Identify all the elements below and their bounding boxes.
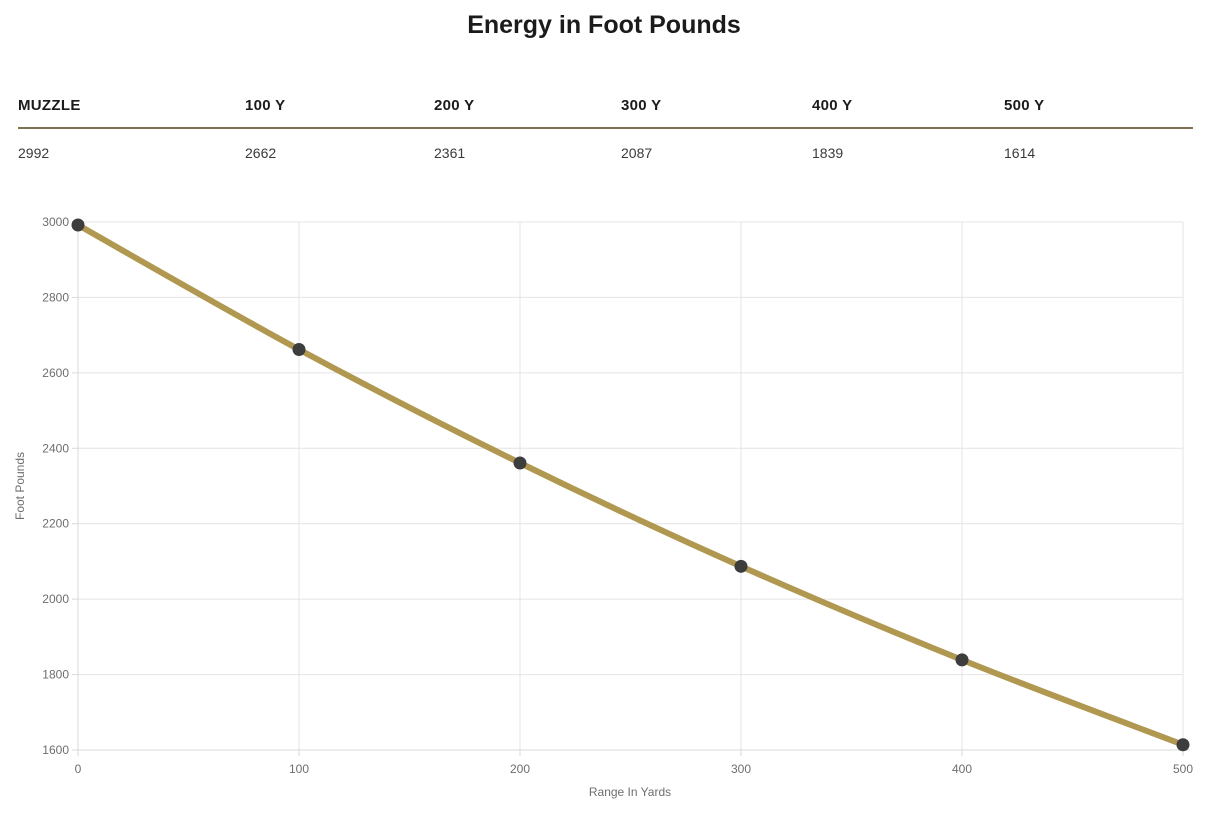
y-tick-label: 2000 <box>42 592 69 606</box>
data-point[interactable] <box>71 218 85 232</box>
y-tick-label: 1800 <box>42 668 69 682</box>
table-value-cell: 2087 <box>621 145 653 161</box>
x-tick-label: 0 <box>75 762 82 776</box>
y-tick-label: 1600 <box>42 743 69 757</box>
chart-canvas[interactable]: 3000 2800 2600 2400 2200 2000 1800 1600 0 100 200 3… <box>0 192 1208 810</box>
y-tick-label: 2200 <box>42 517 69 531</box>
y-tick-label: 2600 <box>42 366 69 380</box>
x-tick-label: 300 <box>731 762 751 776</box>
data-point[interactable] <box>734 559 748 573</box>
x-tick-label: 100 <box>289 762 309 776</box>
page-title: Energy in Foot Pounds <box>467 11 741 39</box>
table-value-cell: 1839 <box>812 145 844 161</box>
y-tick-label: 2800 <box>42 290 69 304</box>
y-tick-label: 3000 <box>42 215 69 229</box>
table-header-cell: MUZZLE <box>18 97 81 114</box>
table-header-cell: 100 Y <box>245 97 286 114</box>
table-header-cell: 300 Y <box>621 97 662 114</box>
x-tick-label: 500 <box>1173 762 1193 776</box>
x-axis-title: Range In Yards <box>589 785 671 799</box>
table-value-cell: 1614 <box>1004 145 1036 161</box>
energy-line-chart[interactable]: 3000 2800 2600 2400 2200 2000 1800 1600 0 100 200 3… <box>0 192 1208 810</box>
energy-line <box>75 222 1186 748</box>
table-divider <box>18 127 1193 129</box>
table-header-cell: 500 Y <box>1004 97 1045 114</box>
table-value-cell: 2361 <box>434 145 466 161</box>
data-point[interactable] <box>513 456 527 470</box>
x-tick-label: 400 <box>952 762 972 776</box>
data-point[interactable] <box>292 342 306 356</box>
table-value-cell: 2662 <box>245 145 277 161</box>
x-tick-label: 200 <box>510 762 530 776</box>
data-point[interactable] <box>955 653 969 667</box>
page: { "title": "Energy in Foot Pounds", "tab… <box>0 10 1208 820</box>
table-value-row: 2992 2662 2361 2087 1839 1614 <box>18 129 1193 162</box>
energy-table: MUZZLE 100 Y 200 Y 300 Y 400 Y 500 Y 2992 2662… <box>18 97 1193 162</box>
table-header-row: MUZZLE 100 Y 200 Y 300 Y 400 Y 500 Y <box>18 97 1193 115</box>
table-header-cell: 200 Y <box>434 97 475 114</box>
y-axis-title: Foot Pounds <box>13 452 27 520</box>
y-tick-label: 2400 <box>42 441 69 455</box>
data-point[interactable] <box>1176 738 1190 752</box>
table-value-cell: 2992 <box>18 145 50 161</box>
table-header-cell: 400 Y <box>812 97 853 114</box>
